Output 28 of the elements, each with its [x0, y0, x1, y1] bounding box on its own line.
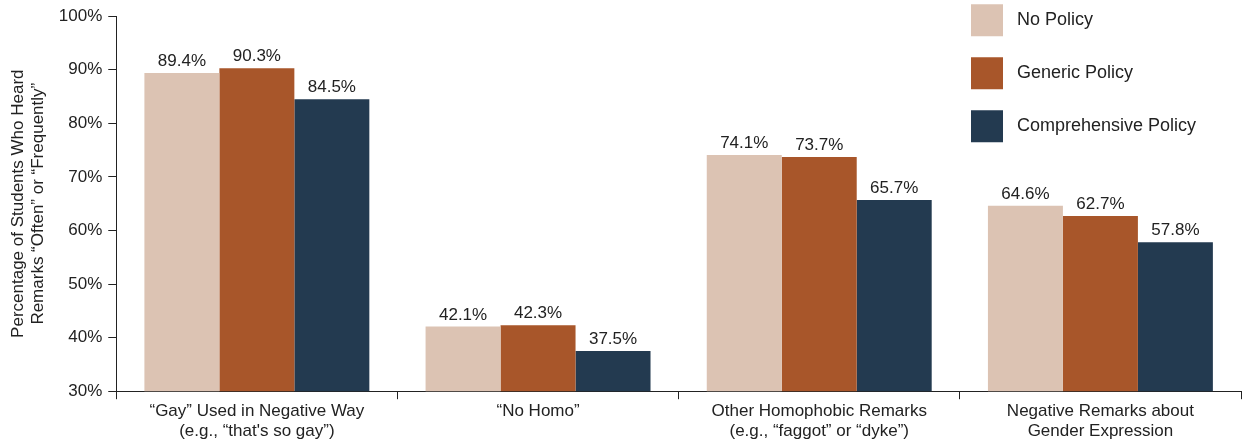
data-label: 37.5% [588, 329, 638, 349]
y-tick-label: 100% [58, 5, 103, 25]
data-label: 90.3% [232, 46, 281, 66]
x-tick-label: Other Homophobic Remarks (e.g., “faggot” or “dyke”) [711, 401, 927, 441]
y-tick-label: 30% [68, 380, 103, 400]
y-tick-label: 90% [68, 59, 103, 79]
y-tick-label: 50% [68, 273, 103, 293]
data-label: 65.7% [870, 178, 919, 198]
data-label: 62.7% [1076, 194, 1125, 214]
data-label: 84.5% [307, 77, 356, 97]
data-label: 42.3% [513, 303, 563, 323]
y-tick-label: 80% [68, 113, 103, 133]
data-label: 64.6% [1001, 184, 1050, 204]
x-tick-label: “No Homo” [496, 401, 580, 421]
y-axis-title: Percentage of Students Who Heard Remarks “Often” or “Frequently” [7, 69, 48, 338]
data-label: 74.1% [720, 133, 769, 153]
data-label: 89.4% [157, 51, 206, 71]
legend-label: Comprehensive Policy [1017, 115, 1197, 136]
data-label: 73.7% [795, 135, 844, 155]
legend-label: Generic Policy [1017, 62, 1134, 83]
legend-label: No Policy [1017, 9, 1094, 30]
x-tick-label: Negative Remarks about Gender Expression [1006, 401, 1195, 441]
x-tick-label: “Gay” Used in Negative Way (e.g., “that's so gay”) [149, 401, 365, 441]
y-tick-label: 60% [68, 220, 103, 240]
y-tick-label: 40% [68, 327, 103, 347]
data-label: 57.8% [1151, 220, 1200, 240]
data-label: 42.1% [438, 304, 488, 324]
y-tick-label: 70% [68, 166, 103, 186]
